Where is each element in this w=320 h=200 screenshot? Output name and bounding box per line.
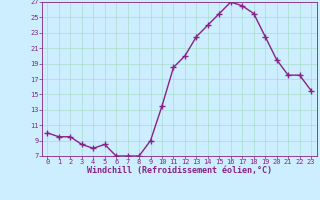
X-axis label: Windchill (Refroidissement éolien,°C): Windchill (Refroidissement éolien,°C)	[87, 166, 272, 175]
